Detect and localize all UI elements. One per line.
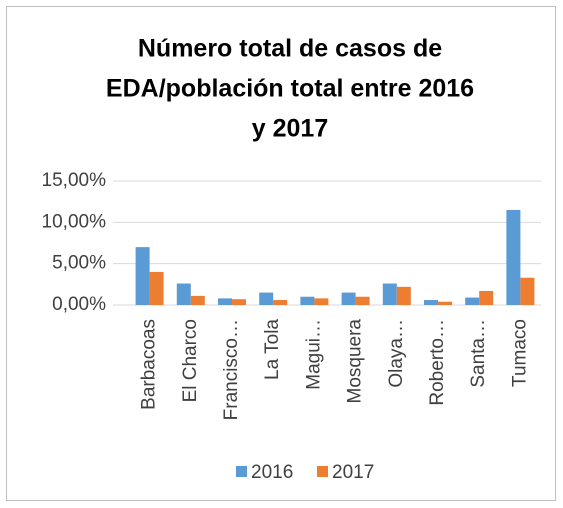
x-tick-label: Santa…: [468, 319, 489, 388]
bar: [424, 300, 438, 305]
bar: [135, 247, 150, 305]
x-tick-label: Francisco…: [221, 319, 242, 420]
bar: [341, 292, 356, 305]
y-tick-label: 15,00%: [42, 170, 107, 191]
bar: [438, 301, 452, 305]
y-tick-label: 10,00%: [42, 211, 107, 232]
chart-title: y 2017: [252, 115, 328, 143]
chart-title: Número total de casos de: [138, 35, 442, 63]
bar: [479, 290, 494, 305]
bar: [232, 299, 246, 305]
bar: [382, 283, 397, 305]
x-tick-label: Tumaco: [509, 319, 530, 387]
x-tick-label: Magui…: [303, 319, 324, 390]
bar: [506, 209, 521, 305]
legend-swatch: [236, 466, 247, 477]
bar: [300, 296, 315, 305]
legend-swatch: [317, 466, 328, 477]
bar: [218, 298, 232, 305]
x-tick-label: Mosquera: [345, 319, 366, 404]
y-tick-label: 5,00%: [52, 253, 106, 274]
bar: [314, 298, 329, 305]
legend-label: 2017: [332, 462, 374, 483]
bar: [176, 283, 191, 305]
chart-title: EDA/población total entre 2016: [106, 75, 474, 103]
x-tick-label: El Charco: [180, 319, 201, 402]
x-tick-label: La Tola: [262, 319, 283, 380]
bar: [259, 292, 274, 305]
chart-border: [6, 6, 556, 501]
y-tick-label: 0,00%: [52, 294, 106, 315]
x-tick-label: Roberto…: [427, 319, 448, 406]
bar: [465, 297, 480, 305]
bar: [355, 296, 370, 305]
bar: [396, 286, 411, 305]
x-tick-label: Barbacoas: [139, 319, 160, 410]
legend-label: 2016: [251, 462, 293, 483]
bar: [273, 300, 288, 305]
bar: [149, 271, 164, 305]
bar: [520, 277, 535, 305]
bar: [190, 295, 205, 305]
x-tick-label: Olaya…: [386, 319, 407, 388]
